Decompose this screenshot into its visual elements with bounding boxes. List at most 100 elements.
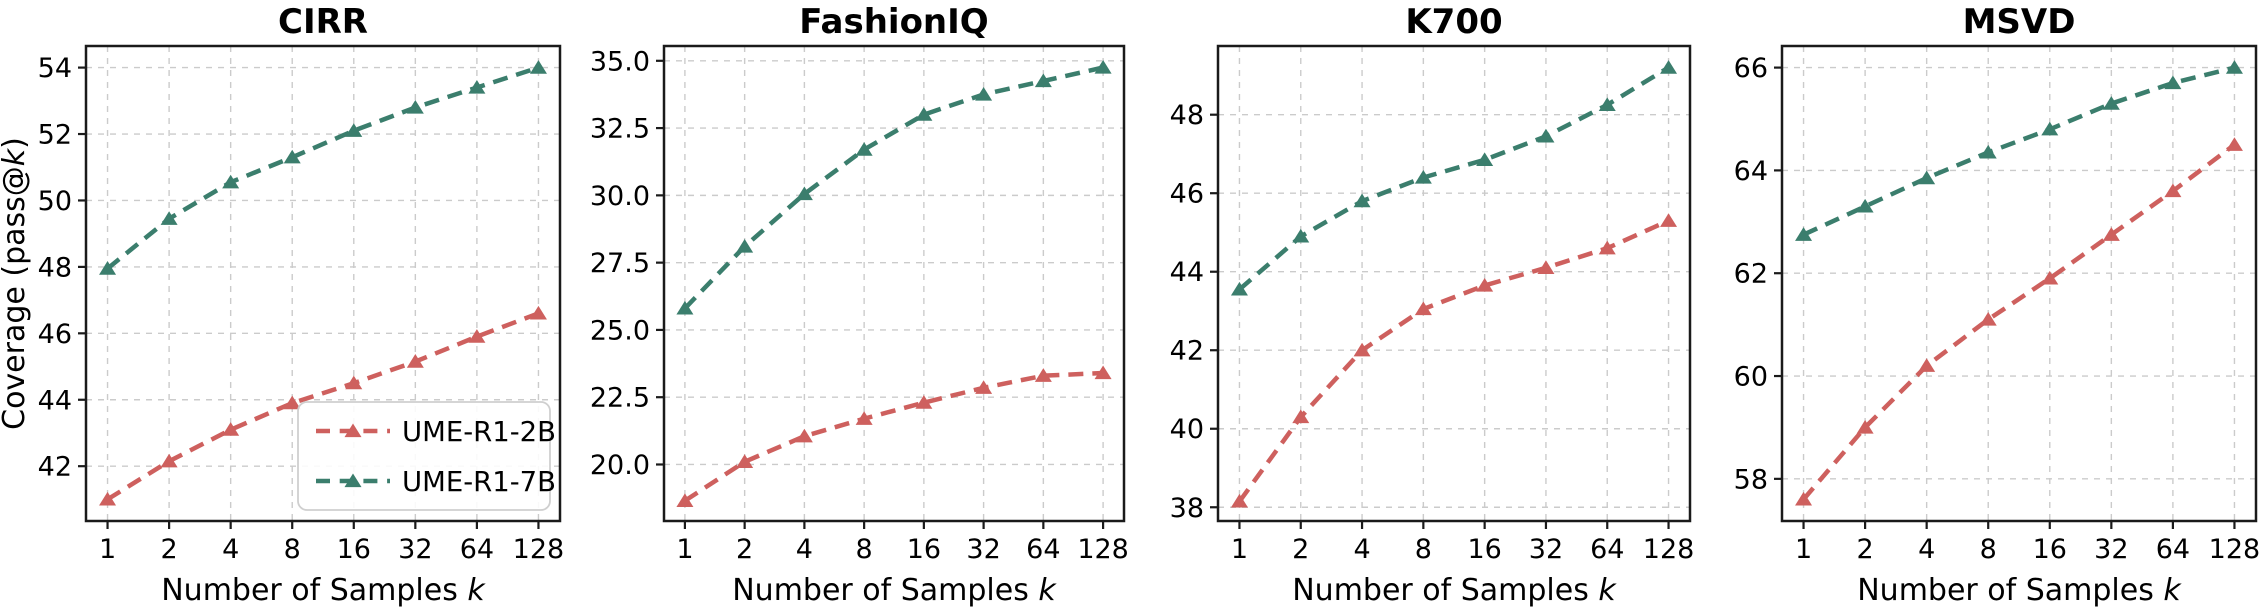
data-point-marker	[1034, 73, 1052, 88]
data-point-marker	[915, 107, 933, 121]
y-tick-label: 50	[38, 186, 72, 217]
data-point-marker	[1660, 60, 1678, 74]
series-line-ume-r1-2b	[683, 370, 1104, 503]
chart-panel: 1 2 4 8 16 32 64 128 38 40 42 44 46 48 K700 Number of S…	[1132, 0, 1698, 612]
data-point-marker	[1230, 281, 1248, 296]
grid	[664, 46, 1124, 521]
x-tick-label: 16	[1467, 534, 1501, 565]
grid	[1218, 46, 1690, 521]
data-point-marker	[283, 149, 301, 164]
x-axis-label: Number of Samples k	[1857, 573, 2182, 608]
plot-border	[1780, 44, 2258, 523]
x-tick-label: 64	[2156, 534, 2190, 565]
data-point-marker	[1598, 240, 1616, 255]
x-axis-label: Number of Samples k	[161, 573, 486, 608]
data-point-marker	[795, 428, 813, 443]
y-axis-label: Coverage (pass@k)	[0, 137, 32, 430]
legend: UME-R1-2B UME-R1-7B	[297, 401, 556, 511]
x-axis-tick-labels: 1 2 4 8 16 32 64 128	[99, 534, 564, 565]
data-point-marker	[1414, 301, 1432, 316]
series-line-ume-r1-7b	[1238, 65, 1670, 292]
y-tick-label: 40	[1170, 414, 1204, 445]
y-tick-label: 22.5	[590, 383, 650, 414]
series-line-ume-r1-2b	[1237, 218, 1670, 503]
data-point-marker	[160, 453, 178, 468]
x-tick-label: 8	[856, 534, 873, 565]
data-point-marker	[406, 354, 424, 368]
legend-label: UME-R1-2B	[402, 416, 556, 448]
y-tick-label: 64	[1734, 156, 1768, 187]
data-point-marker	[1598, 97, 1616, 112]
tick-marks	[656, 59, 1105, 529]
series-line-ume-r1-7b	[683, 65, 1104, 310]
legend-label: UME-R1-7B	[402, 466, 556, 498]
x-tick-label: 16	[337, 534, 371, 565]
x-tick-label: 1	[1231, 534, 1248, 565]
x-tick-label: 64	[1026, 534, 1060, 565]
data-point-marker	[855, 142, 873, 156]
series-line-ume-r1-7b	[106, 65, 540, 271]
data-point-marker	[2102, 96, 2120, 110]
x-tick-label: 128	[513, 534, 565, 565]
data-point-marker	[2225, 137, 2243, 151]
data-point-marker	[1918, 358, 1936, 372]
plot-border	[84, 44, 562, 523]
x-tick-label: 32	[1529, 534, 1563, 565]
y-tick-label: 44	[1170, 257, 1204, 288]
x-tick-label: 2	[736, 534, 753, 565]
y-tick-label: 30.0	[590, 181, 650, 212]
y-axis-tick-labels: 58 60 62 64 66	[1734, 53, 1768, 495]
data-point-marker	[222, 174, 240, 189]
x-tick-label: 1	[99, 534, 116, 565]
data-point-marker	[1034, 368, 1052, 382]
x-axis-tick-labels: 1 2 4 8 16 32 64 128	[1231, 534, 1694, 565]
data-point-marker	[1979, 311, 1997, 326]
series-markers-ume-r1-7b	[99, 60, 547, 275]
data-point-marker	[1660, 213, 1678, 227]
y-tick-label: 54	[38, 53, 72, 84]
data-point-marker	[1795, 227, 1813, 241]
y-tick-label: 58	[1734, 464, 1768, 495]
y-tick-label: 27.5	[590, 248, 650, 279]
x-axis-label: Number of Samples k	[1292, 573, 1617, 608]
chart-title: K700	[1405, 2, 1502, 42]
y-tick-label: 35.0	[590, 46, 650, 77]
y-tick-label: 42	[1170, 336, 1204, 367]
data-point-marker	[2225, 60, 2243, 74]
series-line-ume-r1-2b	[106, 311, 540, 502]
data-point-marker	[1795, 491, 1813, 506]
x-tick-label: 4	[1918, 534, 1935, 565]
chart-title: CIRR	[278, 2, 368, 42]
x-tick-label: 16	[907, 534, 941, 565]
x-tick-label: 32	[966, 534, 1000, 565]
series-markers-ume-r1-7b	[676, 60, 1112, 315]
x-axis-tick-labels: 1 2 4 8 16 32 64 128	[1795, 534, 2260, 565]
data-point-marker	[2164, 183, 2182, 198]
data-point-marker	[736, 454, 754, 468]
y-tick-label: 46	[38, 319, 72, 350]
y-tick-label: 46	[1170, 179, 1204, 210]
y-tick-label: 60	[1734, 362, 1768, 393]
data-point-marker	[915, 395, 933, 409]
data-point-marker	[1353, 342, 1371, 357]
chart-title: FashionIQ	[799, 2, 988, 42]
data-point-marker	[676, 493, 694, 507]
data-point-marker	[1292, 228, 1310, 243]
data-point-marker	[468, 329, 486, 343]
x-tick-label: 2	[1292, 534, 1309, 565]
x-tick-label: 4	[796, 534, 813, 565]
y-axis-tick-labels: 20.0 22.5 25.0 27.5 30.0 32.5 35.0	[590, 46, 650, 481]
data-point-marker	[529, 305, 547, 320]
x-tick-label: 128	[1643, 534, 1695, 565]
data-point-marker	[2041, 270, 2059, 285]
plot-border	[662, 44, 1126, 523]
data-point-marker	[160, 211, 178, 225]
data-point-marker	[1230, 493, 1248, 508]
y-axis-tick-labels: 42 44 46 48 50 52 54	[38, 53, 72, 483]
data-point-marker	[795, 186, 813, 201]
data-point-marker	[345, 123, 363, 137]
y-tick-label: 52	[38, 120, 72, 151]
legend-sample-marker	[344, 473, 362, 488]
